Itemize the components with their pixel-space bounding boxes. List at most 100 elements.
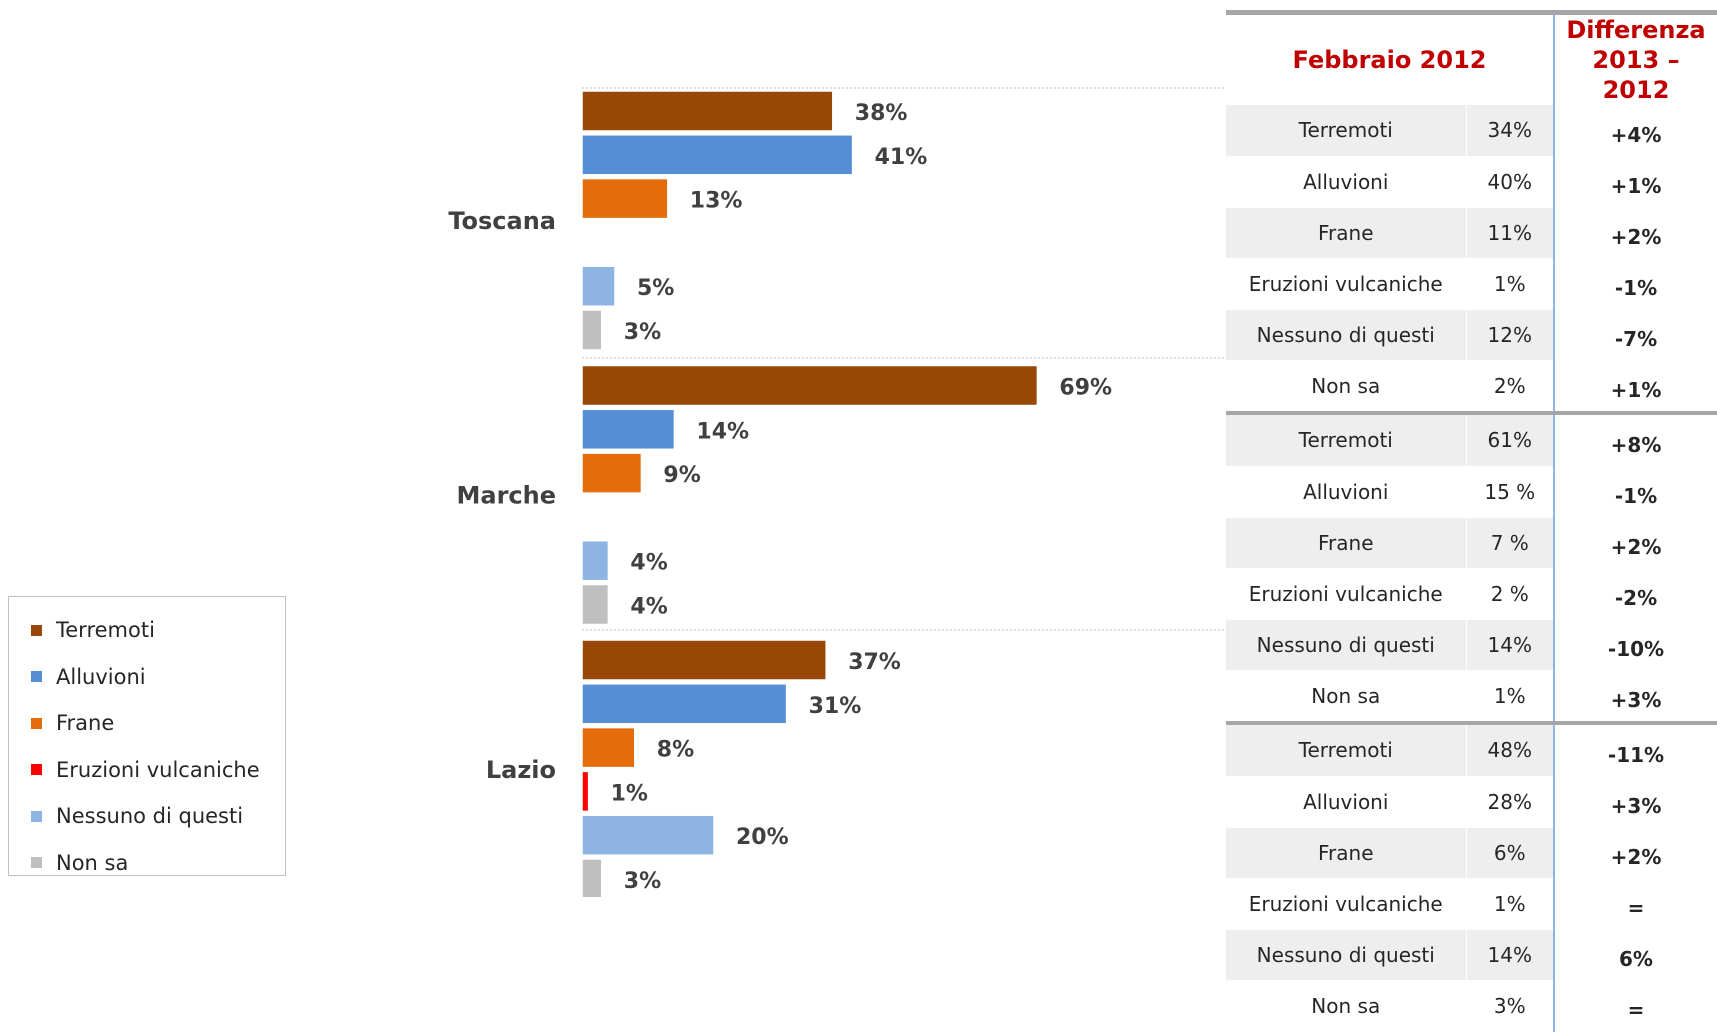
table-row: Non sa 1% +3% bbox=[1226, 670, 1717, 724]
table-cell-category: Nessuno di questi bbox=[1226, 619, 1467, 671]
table-row: Eruzioni vulcaniche 2 % -2% bbox=[1226, 568, 1717, 620]
legend-item: Frane bbox=[31, 700, 285, 747]
table-row: Eruzioni vulcaniche 1% -1% bbox=[1226, 258, 1717, 310]
bar bbox=[581, 770, 590, 813]
bar bbox=[581, 408, 676, 451]
region-label: Toscana bbox=[448, 207, 556, 235]
table-cell-difference: 6% bbox=[1553, 929, 1717, 980]
table-row: Alluvioni 15 % -1% bbox=[1226, 466, 1717, 518]
table-cell-value: 40% bbox=[1466, 156, 1554, 208]
bar bbox=[581, 134, 854, 176]
legend-label: Alluvioni bbox=[56, 664, 146, 689]
table-cell-category: Eruzioni vulcaniche bbox=[1226, 258, 1467, 310]
bar bbox=[581, 177, 669, 220]
table-cell-difference: +1% bbox=[1553, 360, 1717, 413]
table-header-diff-line2: 2013 – 2012 bbox=[1592, 46, 1680, 104]
bar-value-label: 14% bbox=[696, 419, 749, 444]
table-cell-value: 48% bbox=[1466, 721, 1554, 777]
legend-swatch bbox=[31, 624, 42, 636]
table-cell-category: Frane bbox=[1226, 517, 1467, 569]
table-cell-difference: -7% bbox=[1553, 309, 1717, 360]
table-cell-difference: = bbox=[1553, 980, 1717, 1031]
table-cell-value: 12% bbox=[1466, 309, 1554, 361]
bar-value-label: 13% bbox=[690, 189, 743, 214]
bar bbox=[581, 583, 610, 626]
table-header-difference: Differenza 2013 – 2012 bbox=[1553, 10, 1717, 105]
bar bbox=[581, 364, 1039, 407]
table-cell-category: Terremoti bbox=[1226, 721, 1467, 777]
bar bbox=[581, 309, 603, 351]
table-cell-difference: +2% bbox=[1553, 827, 1717, 878]
table-cell-category: Nessuno di questi bbox=[1226, 929, 1467, 981]
bar bbox=[581, 726, 636, 769]
bar-group: 38% 41% 13% 5% 3% Toscana bbox=[448, 90, 928, 351]
table-cell-value: 15 % bbox=[1466, 466, 1554, 518]
table-row: Nessuno di questi 14% -10% bbox=[1226, 619, 1717, 671]
legend-item: Non sa bbox=[31, 840, 285, 887]
bar-group: 69% 14% 9% 4% 4% Marche bbox=[456, 364, 1112, 626]
table-cell-difference: -11% bbox=[1553, 721, 1717, 776]
table-cell-difference: +8% bbox=[1553, 411, 1717, 466]
legend-label: Frane bbox=[56, 711, 115, 736]
table-header-diff-line1: Differenza bbox=[1566, 16, 1706, 44]
table-row: Alluvioni 40% +1% bbox=[1226, 156, 1717, 208]
table-cell-difference: +1% bbox=[1553, 156, 1717, 207]
table-cell-value: 1% bbox=[1466, 670, 1554, 724]
table-cell-value: 1% bbox=[1466, 878, 1554, 930]
bar-value-label: 3% bbox=[624, 869, 661, 894]
bar-value-label: 9% bbox=[663, 463, 700, 488]
bar-value-label: 69% bbox=[1059, 376, 1112, 401]
table-cell-category: Frane bbox=[1226, 207, 1467, 259]
table-cell-value: 2% bbox=[1466, 360, 1554, 414]
table-cell-category: Non sa bbox=[1226, 670, 1467, 724]
bar-value-label: 41% bbox=[875, 145, 928, 170]
legend-item: Nessuno di questi bbox=[31, 793, 285, 840]
table-row: Non sa 3% = bbox=[1226, 980, 1717, 1032]
table-row: Non sa 2% +1% bbox=[1226, 360, 1717, 414]
table-cell-category: Eruzioni vulcaniche bbox=[1226, 568, 1467, 620]
table-cell-difference: -10% bbox=[1553, 619, 1717, 670]
table-cell-value: 3% bbox=[1466, 980, 1554, 1032]
table-cell-category: Terremoti bbox=[1226, 411, 1467, 467]
table-cell-value: 14% bbox=[1466, 929, 1554, 981]
table-cell-difference: +3% bbox=[1553, 776, 1717, 827]
chart-legend: Terremoti Alluvioni Frane Eruzioni vulcanic… bbox=[8, 596, 286, 876]
table-cell-difference: +2% bbox=[1553, 517, 1717, 568]
bar-value-label: 5% bbox=[637, 276, 674, 301]
table-cell-difference: -1% bbox=[1553, 258, 1717, 309]
bar-group: 37% 31% 8% 1% 20% 3% Lazio bbox=[486, 639, 901, 897]
legend-label: Eruzioni vulcaniche bbox=[56, 757, 260, 782]
bar-value-label: 4% bbox=[630, 595, 667, 620]
table-row: Terremoti 34% +4% bbox=[1226, 105, 1717, 157]
table-row: Nessuno di questi 14% 6% bbox=[1226, 929, 1717, 981]
table-row: Frane 7 % +2% bbox=[1226, 517, 1717, 569]
bar bbox=[581, 265, 616, 307]
table-row: Terremoti 48% -11% bbox=[1226, 721, 1717, 777]
legend-item: Eruzioni vulcaniche bbox=[31, 747, 285, 794]
table-cell-category: Eruzioni vulcaniche bbox=[1226, 878, 1467, 930]
comparison-table: Febbraio 2012 Differenza 2013 – 2012 Ter… bbox=[1226, 10, 1717, 1032]
table-cell-value: 28% bbox=[1466, 776, 1554, 828]
table-cell-category: Terremoti bbox=[1226, 105, 1467, 157]
bar bbox=[581, 539, 610, 582]
bar-value-label: 37% bbox=[848, 650, 901, 675]
bar-value-label: 8% bbox=[657, 738, 694, 763]
bar bbox=[581, 683, 788, 725]
region-label: Marche bbox=[456, 482, 556, 510]
bar-value-label: 31% bbox=[809, 694, 862, 719]
table-cell-value: 61% bbox=[1466, 411, 1554, 467]
table-row: Nessuno di questi 12% -7% bbox=[1226, 309, 1717, 361]
legend-item: Alluvioni bbox=[31, 654, 285, 701]
table-cell-difference: = bbox=[1553, 878, 1717, 929]
legend-swatch bbox=[31, 857, 42, 869]
table-cell-category: Non sa bbox=[1226, 980, 1467, 1032]
bar bbox=[581, 90, 834, 132]
bar bbox=[581, 639, 827, 681]
table-cell-value: 6% bbox=[1466, 827, 1554, 879]
table-row: Alluvioni 28% +3% bbox=[1226, 776, 1717, 828]
bar-chart: 38% 41% 13% 5% 3% Toscana 69% 14% 9% 4% 4% Marche 37… bbox=[448, 87, 1226, 897]
table-cell-value: 7 % bbox=[1466, 517, 1554, 569]
table-row: Terremoti 61% +8% bbox=[1226, 411, 1717, 467]
table-cell-value: 1% bbox=[1466, 258, 1554, 310]
table-cell-category: Frane bbox=[1226, 827, 1467, 879]
